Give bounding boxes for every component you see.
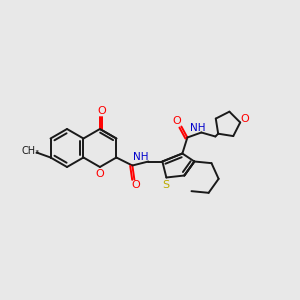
Text: O: O (172, 116, 181, 127)
Text: CH₃: CH₃ (22, 146, 40, 155)
Text: NH: NH (133, 152, 148, 161)
Text: O: O (95, 169, 104, 179)
Text: S: S (162, 179, 169, 190)
Text: O: O (98, 106, 106, 116)
Text: O: O (131, 181, 140, 190)
Text: NH: NH (190, 123, 205, 133)
Text: O: O (241, 115, 250, 124)
